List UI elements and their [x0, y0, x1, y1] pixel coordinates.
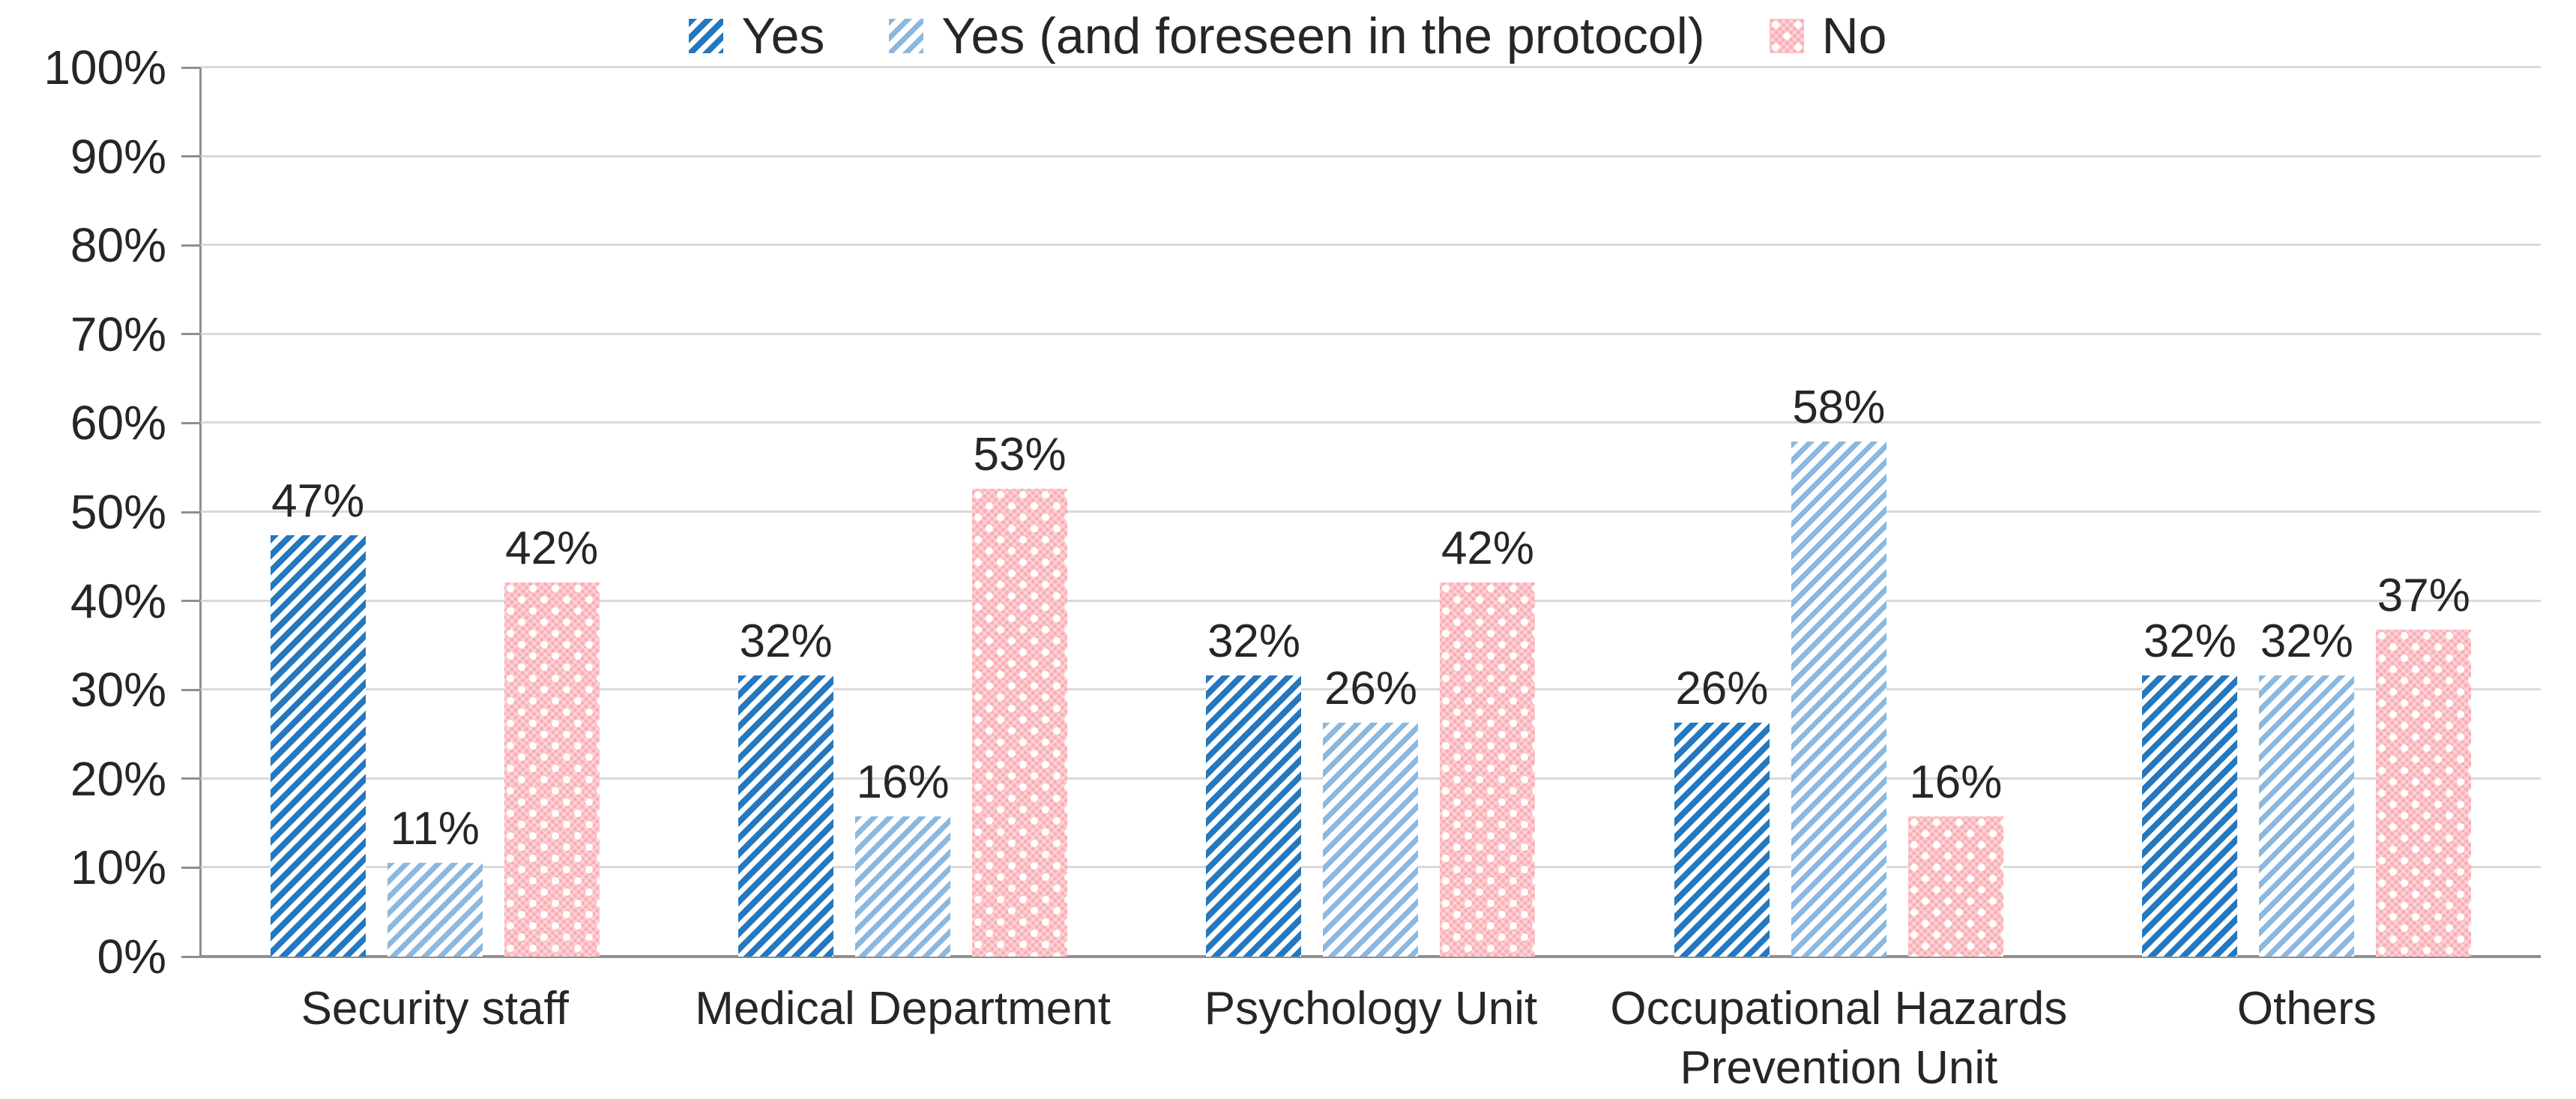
y-tick-label: 40%: [70, 573, 166, 628]
legend-item: No: [1769, 7, 1887, 64]
category-label: Others: [2236, 983, 2377, 1035]
y-tick-label: 90%: [70, 129, 166, 184]
bar-group: 32% 16% 53%: [669, 67, 1136, 957]
gridline: [201, 332, 2541, 335]
gridline: [201, 421, 2541, 424]
y-tick-mark: [181, 66, 201, 69]
y-tick-label: 20%: [70, 751, 166, 806]
plot-area: 47% 11% 42% 32% 16% 53% 32% 26% 42% 26% 58% 16% 32% 3…: [201, 66, 2541, 958]
legend-label: Yes (and foreseen in the protocol): [941, 7, 1705, 64]
y-tick-mark: [181, 511, 201, 514]
chart-legend: Yes Yes (and foreseen in the protocol) No: [0, 0, 2576, 72]
bar-dark-blue-diagonal-stripes: 26%: [1674, 666, 1770, 957]
bar-data-label: 42%: [1441, 522, 1535, 574]
bar-data-label: 11%: [390, 803, 480, 855]
bar-group: 32% 32% 37%: [2073, 67, 2541, 957]
bar-pink-dotted: 16%: [1907, 759, 2003, 957]
bar-pink-dotted: 53%: [972, 432, 1068, 957]
category-label: Occupational Hazards Prevention Unit: [1610, 983, 2068, 1095]
bar-data-label: 58%: [1792, 382, 1886, 434]
bar-dark-blue-diagonal-stripes: 32%: [1206, 618, 1302, 957]
legend-swatch-pink-dotted: [1769, 19, 1804, 53]
bar-light-blue-diagonal-stripes: 58%: [1791, 385, 1886, 957]
bar-light-blue-diagonal-stripes: 32%: [2259, 618, 2355, 957]
bar-group: 47% 11% 42%: [201, 67, 669, 957]
category-label: Psychology Unit: [1204, 983, 1538, 1035]
legend-item: Yes (and foreseen in the protocol): [889, 7, 1705, 64]
bar-dark-blue-diagonal-stripes: 32%: [2142, 618, 2238, 957]
bar-light-blue-diagonal-stripes: 26%: [1323, 666, 1419, 957]
y-tick-mark: [181, 421, 201, 424]
bar-pink-dotted: 37%: [2376, 572, 2472, 957]
y-tick-label: 100%: [43, 40, 166, 94]
bar-data-label: 32%: [2143, 615, 2236, 668]
bar-data-label: 16%: [856, 756, 950, 808]
y-tick-label: 0%: [97, 930, 167, 984]
y-tick-mark: [181, 244, 201, 247]
y-tick-mark: [181, 333, 201, 336]
legend-swatch-dark-blue-diagonal-stripes: [689, 19, 724, 53]
bar-light-blue-diagonal-stripes: 16%: [855, 759, 951, 957]
gridline: [201, 599, 2541, 602]
y-tick-mark: [181, 688, 201, 691]
y-tick-label: 80%: [70, 218, 166, 273]
y-tick-label: 30%: [70, 663, 166, 717]
bar-data-label: 32%: [739, 615, 833, 668]
legend-swatch-light-blue-diagonal-stripes: [889, 19, 924, 53]
y-tick-mark: [181, 777, 201, 780]
x-axis-line: [201, 955, 2541, 958]
legend-item: Yes: [689, 10, 824, 61]
bar-data-label: 37%: [2377, 569, 2470, 621]
bar-data-label: 32%: [2260, 615, 2353, 668]
bar-data-label: 16%: [1909, 756, 2003, 808]
legend-label: No: [1821, 7, 1887, 64]
legend-label: Yes: [741, 7, 825, 64]
bar-data-label: 47%: [271, 475, 365, 527]
bar-group: 32% 26% 42%: [1137, 67, 1605, 957]
bar-pink-dotted: 42%: [504, 525, 600, 957]
bar-data-label: 42%: [505, 522, 599, 574]
bar-pink-dotted: 42%: [1440, 525, 1536, 957]
category-label: Medical Department: [695, 983, 1111, 1035]
gridline: [201, 244, 2541, 247]
gridline: [201, 154, 2541, 157]
bar-data-label: 32%: [1207, 615, 1301, 668]
y-tick-mark: [181, 600, 201, 603]
y-tick-label: 60%: [70, 396, 166, 451]
gridline: [201, 511, 2541, 513]
y-tick-label: 70%: [70, 307, 166, 361]
y-tick-mark: [181, 955, 201, 958]
y-tick-mark: [181, 866, 201, 869]
bar-data-label: 53%: [973, 429, 1067, 481]
bar-light-blue-diagonal-stripes: 11%: [387, 806, 483, 957]
bar-data-label: 26%: [1675, 663, 1769, 715]
bar-group: 26% 58% 16%: [1605, 67, 2072, 957]
category-label: Security staff: [301, 983, 569, 1035]
y-tick-label: 50%: [70, 485, 166, 539]
gridline: [201, 66, 2541, 68]
y-tick-label: 10%: [70, 840, 166, 895]
bar-data-label: 26%: [1324, 663, 1418, 715]
y-tick-mark: [181, 155, 201, 158]
bar-dark-blue-diagonal-stripes: 47%: [270, 478, 366, 957]
gridline: [201, 688, 2541, 691]
bar-dark-blue-diagonal-stripes: 32%: [738, 618, 834, 957]
